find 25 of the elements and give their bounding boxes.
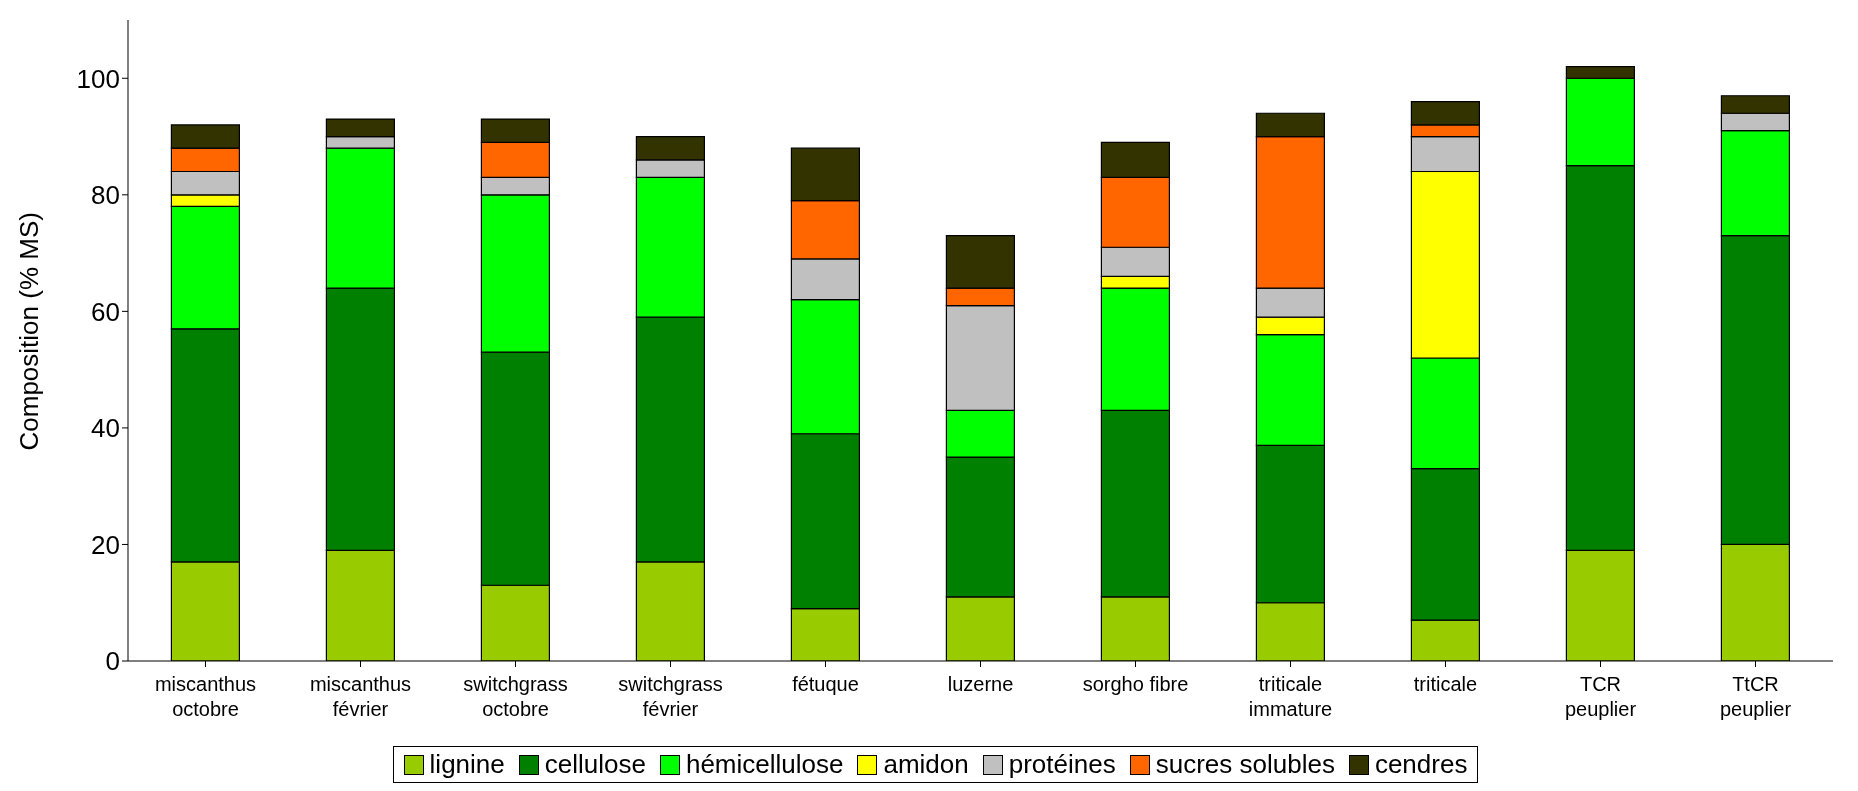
x-tick-label: fétuque <box>792 673 859 695</box>
legend-label: cellulose <box>543 749 646 780</box>
x-tick-label: TtCR peuplier <box>1719 673 1792 720</box>
legend-label: protéines <box>1007 749 1116 780</box>
y-tick-label: 80 <box>91 180 120 211</box>
y-tick-label: 40 <box>91 413 120 444</box>
x-tick-label: sorgho fibre <box>1082 673 1189 695</box>
legend-label: cendres <box>1373 749 1468 780</box>
x-tick-label: switchgrass octobre <box>463 673 568 720</box>
legend-label: amidon <box>882 749 969 780</box>
y-tick-label: 20 <box>91 529 120 560</box>
x-tick-label: miscanthus octobre <box>154 673 257 720</box>
x-tick-label: triticale immature <box>1248 673 1333 720</box>
y-tick-label: 100 <box>76 63 120 94</box>
x-tick-label: miscanthus février <box>309 673 412 720</box>
legend-label: lignine <box>428 749 505 780</box>
y-tick-label: 60 <box>91 296 120 327</box>
y-axis-title: Composition (% MS) <box>14 212 45 451</box>
x-tick-label: switchgrass février <box>618 673 723 720</box>
legend-label: sucres solubles <box>1154 749 1335 780</box>
y-tick-label: 0 <box>105 646 120 677</box>
x-tick-label: luzerne <box>947 673 1014 695</box>
x-tick-label: triticale <box>1413 673 1478 695</box>
legend-label: hémicellulose <box>684 749 844 780</box>
x-tick-label: TCR peuplier <box>1564 673 1637 720</box>
